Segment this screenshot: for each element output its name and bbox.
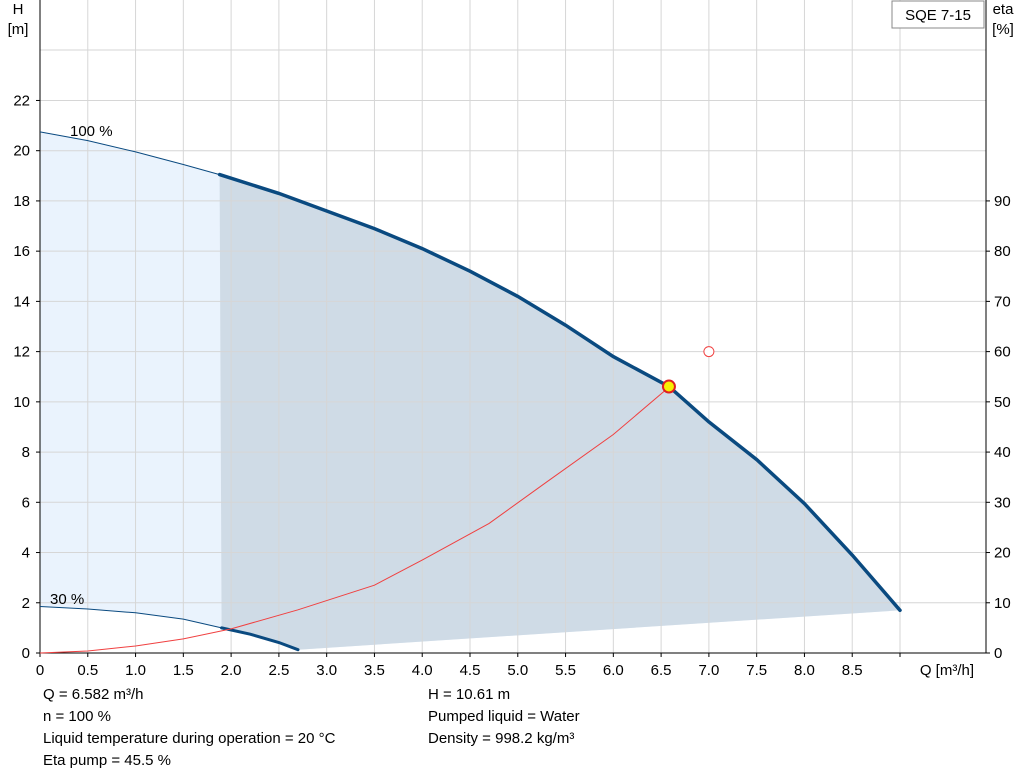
x-tick-label: 4.5 — [460, 662, 481, 679]
y-right-tick-label: 20 — [994, 545, 1011, 562]
operating-point-marker — [661, 379, 676, 394]
y-right-tick-label: 30 — [994, 494, 1011, 511]
y-left-tick-label: 6 — [22, 494, 30, 511]
x-tick-label: 1.5 — [173, 662, 194, 679]
efficiency-curve — [39, 386, 670, 654]
chart-labels: 0 2 4 6 8 10 12 14 16 18 20 22 0 10 20 30 40 50 60 70 80 90 0 0… — [8, 0, 1015, 679]
x-axis-label: Q [m³/h] — [920, 662, 974, 679]
x-tick-label: 4.0 — [412, 662, 433, 679]
model-label-box — [891, 0, 985, 29]
y-right-tick-label: 70 — [994, 293, 1011, 310]
y-left-tick-label: 2 — [22, 595, 30, 612]
x-tick-label: 1.0 — [125, 662, 146, 679]
info-density: Density = 998.2 kg/m³ — [428, 730, 575, 747]
x-tick-label: 8.5 — [842, 662, 863, 679]
head-curve-30-min-flow — [39, 606, 222, 629]
chart-curves — [39, 131, 902, 654]
duty-point-marker — [703, 346, 715, 358]
y-right-tick-label: 60 — [994, 344, 1011, 361]
y-right-tick-label: 0 — [994, 645, 1002, 662]
x-tick-label: 3.0 — [316, 662, 337, 679]
y-right-tick-label: 90 — [994, 193, 1011, 210]
head-curve-30 — [220, 626, 300, 652]
info-eta-pump: Eta pump = 45.5 % — [43, 752, 171, 769]
chart-marks — [661, 346, 715, 394]
y-left-tick-label: 22 — [13, 92, 30, 109]
y-left-tick-label: 18 — [13, 193, 30, 210]
y-left-tick-label: 8 — [22, 444, 30, 461]
x-tick-label: 5.5 — [555, 662, 576, 679]
x-tick-label: 8.0 — [794, 662, 815, 679]
chart-axes — [36, 0, 990, 657]
info-liquid-temperature: Liquid temperature during operation = 20… — [43, 730, 336, 747]
info-head: H = 10.61 m — [428, 686, 511, 703]
x-tick-label: 3.5 — [364, 662, 385, 679]
y-left-tick-label: 16 — [13, 243, 30, 260]
head-curve-100 — [217, 172, 902, 613]
y-right-tick-label: 80 — [994, 243, 1011, 260]
y-left-tick-label: 12 — [13, 344, 30, 361]
y-left-tick-label: 4 — [22, 545, 30, 562]
y-right-tick-label: 10 — [994, 595, 1011, 612]
x-tick-label: 6.0 — [603, 662, 624, 679]
info-left: Q = 6.582 m³/h n = 100 % Liquid temperat… — [43, 684, 335, 772]
info-flow: Q = 6.582 m³/h — [43, 686, 144, 703]
x-tick-label: 7.0 — [698, 662, 719, 679]
model-label: SQE 7-15 — [905, 7, 971, 24]
y-left-tick-label: 0 — [22, 645, 30, 662]
y-left-axis-unit: [m] — [8, 21, 29, 38]
y-right-axis-unit: [%] — [992, 21, 1014, 38]
y-left-axis-label: H — [13, 1, 24, 18]
curve-label-30: 30 % — [50, 591, 84, 608]
x-tick-label: 7.5 — [746, 662, 767, 679]
y-left-tick-label: 10 — [13, 394, 30, 411]
curve-label-100: 100 % — [70, 123, 113, 140]
info-right: H = 10.61 m Pumped liquid = Water Densit… — [428, 684, 580, 750]
x-tick-label: 0.5 — [77, 662, 98, 679]
x-tick-label: 2.0 — [221, 662, 242, 679]
chart-grid — [39, 0, 986, 654]
y-left-tick-label: 20 — [13, 143, 30, 160]
x-tick-label: 2.5 — [268, 662, 289, 679]
operating-range-area — [219, 174, 901, 650]
y-right-axis-label: eta — [993, 1, 1015, 18]
head-curve-100-min-flow — [39, 131, 220, 176]
y-left-tick-label: 14 — [13, 293, 30, 310]
info-pumped-liquid: Pumped liquid = Water — [428, 708, 580, 725]
y-right-tick-label: 40 — [994, 444, 1011, 461]
y-right-tick-label: 50 — [994, 394, 1011, 411]
pump-curve-chart: 0 2 4 6 8 10 12 14 16 18 20 22 0 10 20 30 40 50 60 70 80 90 0 0… — [8, 0, 1015, 679]
x-tick-label: 6.5 — [651, 662, 672, 679]
info-speed: n = 100 % — [43, 708, 111, 725]
x-tick-label: 0 — [36, 662, 44, 679]
x-tick-label: 5.0 — [507, 662, 528, 679]
